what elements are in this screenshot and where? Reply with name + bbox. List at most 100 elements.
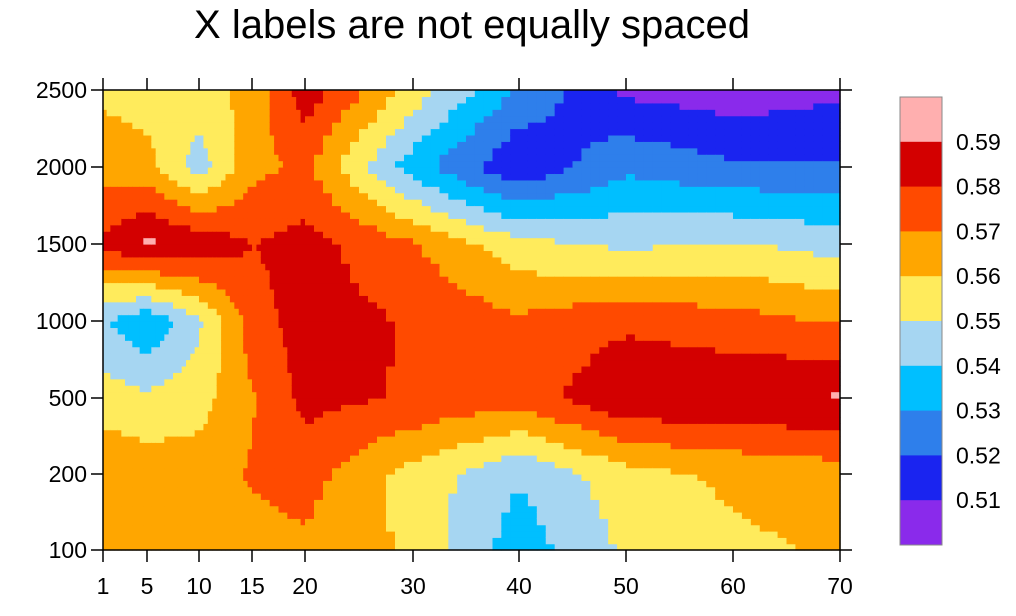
contour-cell — [186, 404, 191, 412]
contour-cell — [155, 429, 161, 437]
contour-cell — [421, 340, 432, 348]
contour-cell — [323, 263, 333, 271]
contour-cell — [260, 474, 266, 481]
contour-cell — [139, 518, 144, 526]
contour-cell — [501, 282, 511, 290]
contour-cell — [212, 385, 218, 393]
contour-cell — [492, 518, 502, 526]
contour-cell — [296, 404, 302, 412]
contour-cell — [466, 378, 476, 386]
contour-cell — [117, 480, 122, 488]
contour-cell — [278, 505, 284, 513]
contour-cell — [186, 474, 191, 481]
contour-cell — [132, 115, 137, 123]
contour-cell — [114, 288, 119, 296]
contour-cell — [256, 237, 262, 245]
contour-cell — [139, 244, 144, 252]
contour-cell — [291, 199, 297, 207]
contour-cell — [287, 96, 293, 104]
contour-cell — [181, 410, 187, 418]
contour-cell — [421, 269, 432, 277]
contour-cell — [173, 480, 178, 488]
contour-cell — [492, 288, 502, 296]
contour-cell — [103, 102, 108, 110]
contour-cell — [291, 269, 297, 277]
contour-cell — [350, 218, 360, 226]
contour-cell — [151, 237, 157, 245]
contour-cell — [421, 467, 432, 475]
contour-cell — [386, 499, 396, 507]
contour-cell — [359, 147, 369, 155]
contour-cell — [243, 474, 249, 481]
contour-cell — [256, 250, 262, 258]
contour-cell — [199, 96, 205, 104]
contour-cell — [229, 90, 235, 98]
contour-cell — [103, 263, 108, 271]
contour-cell — [181, 250, 187, 258]
contour-cell — [359, 365, 369, 373]
contour-cell — [395, 134, 405, 142]
contour-cell — [103, 429, 108, 437]
contour-cell — [421, 353, 432, 361]
contour-cell — [457, 205, 467, 213]
contour-cell — [256, 480, 262, 488]
contour-cell — [117, 378, 122, 386]
contour-cell — [125, 404, 130, 412]
contour-cell — [265, 455, 271, 462]
contour-cell — [291, 378, 297, 386]
contour-cell — [155, 512, 161, 519]
contour-cell — [136, 109, 141, 117]
contour-cell — [194, 417, 200, 424]
contour-cell — [164, 372, 170, 380]
contour-cell — [377, 199, 387, 207]
contour-cell — [168, 531, 174, 538]
contour-cell — [225, 346, 231, 354]
contour-cell — [466, 442, 476, 450]
contour-cell — [155, 224, 161, 232]
contour-cell — [296, 199, 302, 207]
contour-cell — [492, 391, 502, 399]
contour-cell — [155, 102, 161, 110]
contour-cell — [194, 90, 200, 98]
contour-cell — [377, 531, 387, 538]
contour-cell — [186, 218, 191, 226]
contour-cell — [114, 359, 119, 367]
contour-cell — [117, 537, 122, 545]
contour-cell — [448, 474, 458, 481]
contour-cell — [151, 448, 157, 456]
contour-cell — [147, 269, 152, 277]
contour-cell — [106, 327, 111, 335]
contour-cell — [448, 301, 458, 309]
contour-cell — [368, 167, 378, 175]
contour-cell — [421, 512, 432, 519]
contour-cell — [483, 543, 494, 551]
contour-cell — [291, 102, 297, 110]
contour-cell — [439, 244, 449, 252]
contour-cell — [252, 353, 258, 361]
contour-cell — [114, 410, 119, 418]
contour-cell — [359, 429, 369, 437]
contour-cell — [203, 256, 209, 264]
contour-cell — [291, 173, 297, 181]
contour-cell — [501, 398, 511, 405]
contour-cell — [221, 474, 227, 481]
contour-cell — [114, 282, 119, 290]
contour-cell — [314, 518, 324, 526]
contour-cell — [160, 224, 165, 232]
contour-cell — [260, 147, 266, 155]
contour-cell — [510, 295, 520, 303]
contour-cell — [216, 205, 222, 213]
contour-cell — [132, 486, 137, 494]
contour-cell — [252, 493, 258, 500]
contour-cell — [314, 160, 324, 168]
contour-cell — [483, 244, 494, 252]
contour-cell — [103, 537, 108, 545]
contour-cell — [501, 263, 511, 271]
contour-cell — [132, 385, 137, 393]
contour-cell — [173, 288, 178, 296]
contour-cell — [117, 269, 122, 277]
contour-cell — [147, 115, 152, 123]
contour-cell — [139, 308, 144, 316]
contour-cell — [164, 378, 170, 386]
contour-cell — [395, 442, 405, 450]
